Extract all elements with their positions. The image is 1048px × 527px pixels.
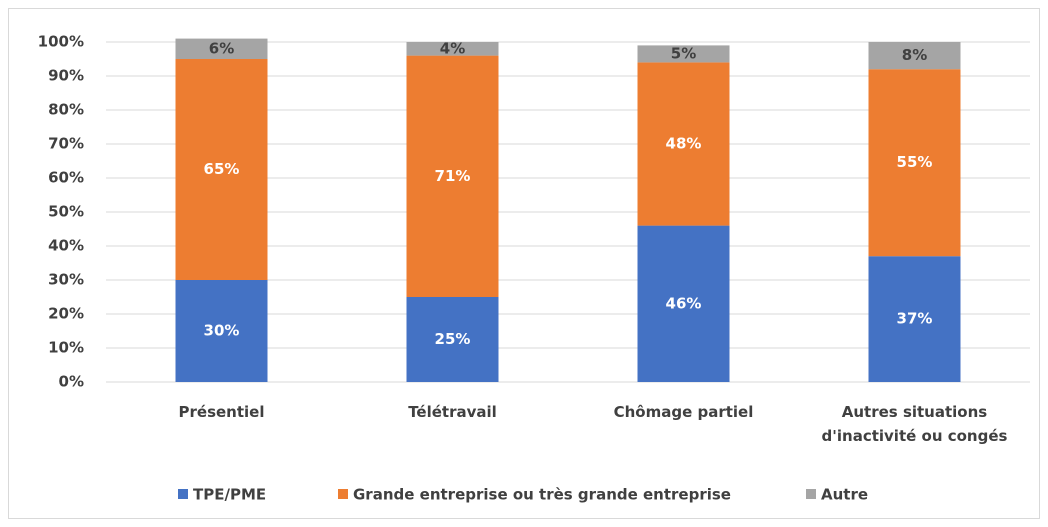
y-tick-label: 100% xyxy=(38,33,84,51)
y-tick-label: 80% xyxy=(48,101,84,119)
y-tick-label: 20% xyxy=(48,305,84,323)
data-label: 25% xyxy=(435,330,471,348)
y-tick-label: 70% xyxy=(48,135,84,153)
y-tick-label: 30% xyxy=(48,271,84,289)
data-label: 65% xyxy=(204,160,240,178)
data-label: 71% xyxy=(435,167,471,185)
bar-segment xyxy=(868,42,961,70)
bar-segment xyxy=(175,38,268,59)
data-label: 4% xyxy=(440,39,465,57)
data-label: 55% xyxy=(897,153,933,171)
x-tick-label: Télétravail xyxy=(408,403,497,421)
bar-segment xyxy=(868,256,961,382)
y-tick-label: 40% xyxy=(48,237,84,255)
bar-segment xyxy=(175,59,268,280)
x-tick-label: Autres situations d'inactivité ou congés xyxy=(821,403,1008,445)
y-tick-label: 0% xyxy=(59,373,84,391)
bar-segment xyxy=(637,225,730,382)
bar-segment xyxy=(406,297,499,382)
legend-swatch xyxy=(178,489,188,499)
legend-swatch xyxy=(806,489,816,499)
legend-label: Grande entreprise ou très grande entrepr… xyxy=(353,486,731,504)
legend-swatch xyxy=(338,489,348,499)
bar-segment xyxy=(637,45,730,63)
x-tick-label: Chômage partiel xyxy=(613,403,754,421)
y-tick-label: 90% xyxy=(48,67,84,85)
data-label: 48% xyxy=(666,135,702,153)
bar-segment xyxy=(175,280,268,382)
x-tick-label: Présentiel xyxy=(178,403,265,421)
bar-segment xyxy=(406,55,499,297)
data-label: 30% xyxy=(204,322,240,340)
legend-label: TPE/PME xyxy=(193,486,266,504)
data-label: 37% xyxy=(897,310,933,328)
y-tick-label: 50% xyxy=(48,203,84,221)
y-tick-label: 60% xyxy=(48,169,84,187)
data-label: 8% xyxy=(902,46,927,64)
y-tick-label: 10% xyxy=(48,339,84,357)
data-label: 5% xyxy=(671,44,696,62)
bar-segment xyxy=(406,42,499,56)
legend-label: Autre xyxy=(821,486,868,504)
bar-segment xyxy=(868,69,961,257)
bar-segment xyxy=(637,62,730,226)
data-label: 6% xyxy=(209,39,234,57)
data-label: 46% xyxy=(666,294,702,312)
